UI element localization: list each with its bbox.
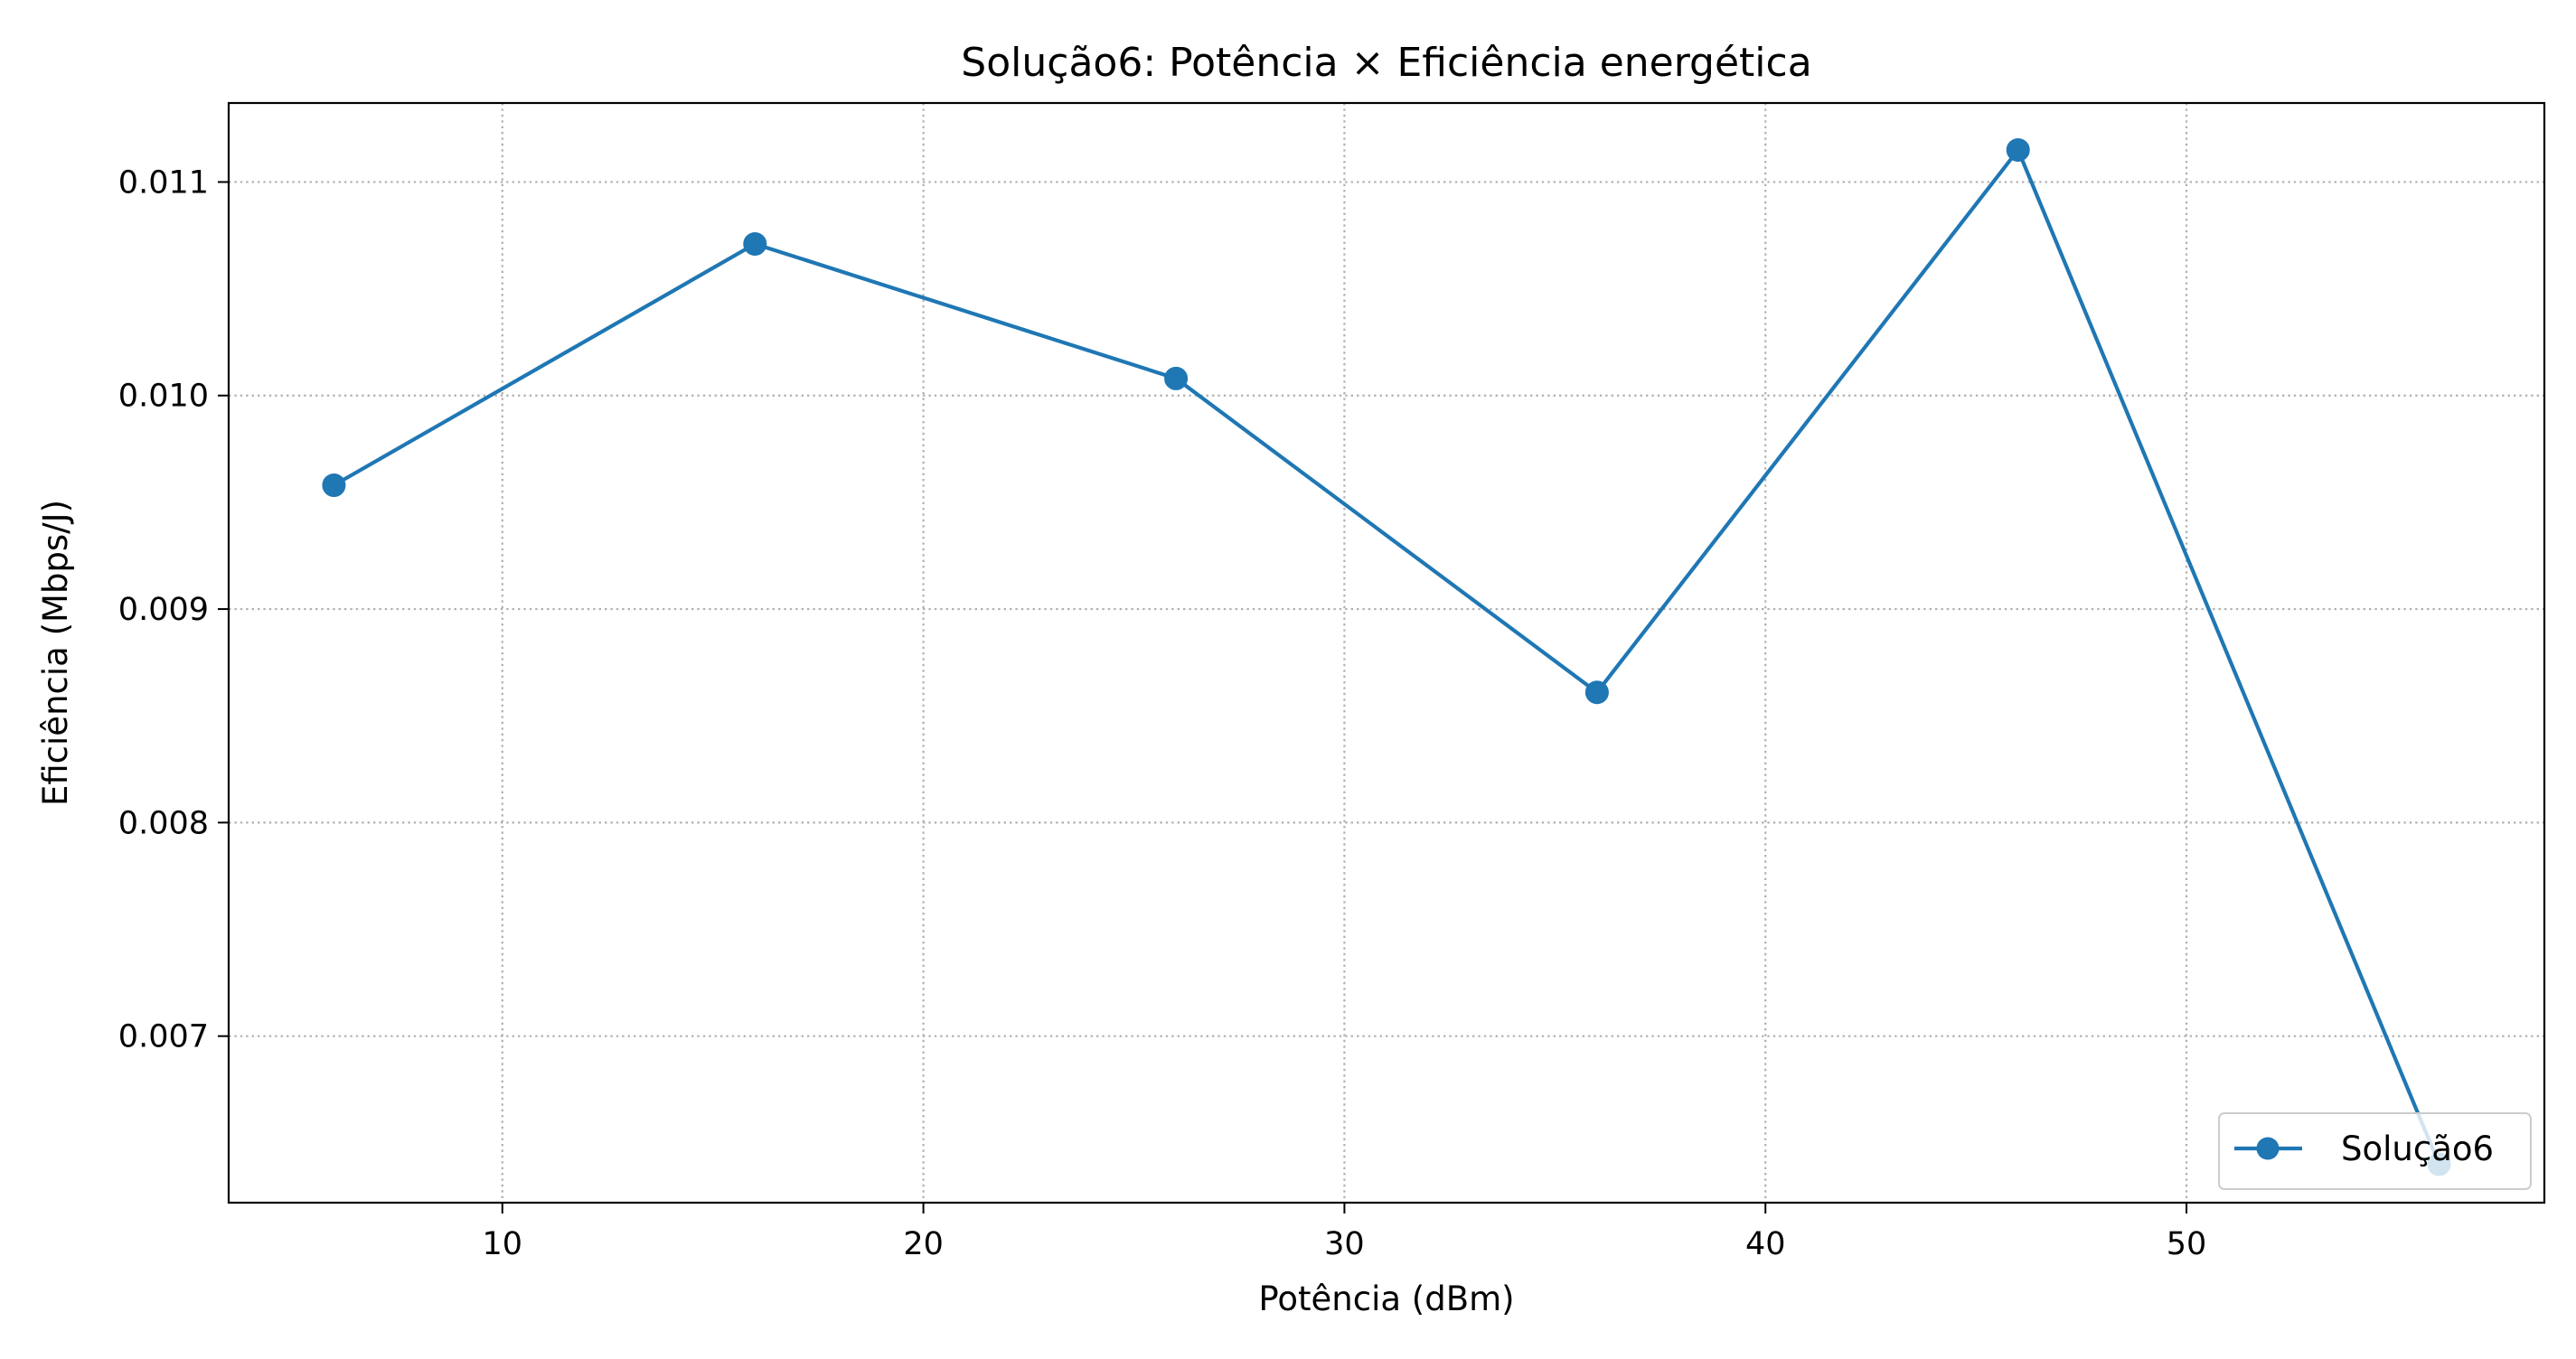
grid bbox=[229, 103, 2544, 1203]
data-point bbox=[743, 231, 767, 256]
data-point bbox=[2006, 137, 2030, 162]
series-line bbox=[331, 147, 2442, 1167]
y-tick-label: 0.007 bbox=[118, 1019, 209, 1055]
data-point bbox=[1164, 366, 1189, 390]
legend-marker-swatch bbox=[2256, 1137, 2280, 1160]
axes-frame bbox=[227, 101, 2546, 1204]
legend-box bbox=[2218, 1112, 2532, 1190]
x-tick-label: 40 bbox=[1745, 1226, 1786, 1262]
data-point bbox=[1584, 680, 1609, 705]
y-tick-label: 0.011 bbox=[118, 164, 209, 201]
x-tick-label: 10 bbox=[483, 1226, 523, 1262]
x-tick-label: 50 bbox=[2167, 1226, 2207, 1262]
legend-entry-label: Solução6 bbox=[2341, 1129, 2494, 1168]
series-layer bbox=[322, 137, 2451, 1176]
chart-title: Solução6: Potência × Eficiência energéti… bbox=[961, 40, 1811, 86]
x-tick-label: 30 bbox=[1324, 1226, 1365, 1262]
ticks: 10 20 30 40 50 0.007 0.008 0.009 0.010 0.011 bbox=[118, 164, 2207, 1262]
legend: Solução6 bbox=[2218, 1112, 2532, 1190]
x-tick-label: 20 bbox=[903, 1226, 944, 1262]
data-point bbox=[322, 473, 346, 497]
y-axis-label: Eficiência (Mbps/J) bbox=[36, 500, 75, 806]
y-tick-label: 0.010 bbox=[118, 379, 209, 415]
y-tick-label: 0.008 bbox=[118, 805, 209, 841]
y-tick-label: 0.009 bbox=[118, 592, 209, 628]
x-axis-label: Potência (dBm) bbox=[1258, 1279, 1514, 1318]
plot-area bbox=[322, 137, 2451, 1176]
